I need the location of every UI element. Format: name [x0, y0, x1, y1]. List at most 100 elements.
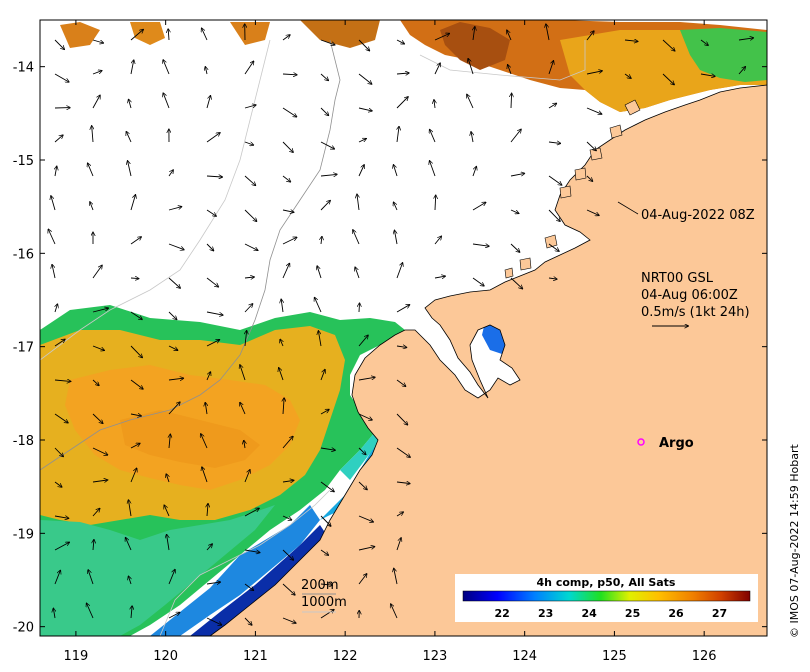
current-vector [662, 39, 675, 51]
colorbar-title: 4h comp, p50, All Sats [537, 576, 676, 589]
current-vector [395, 231, 398, 245]
current-vector [548, 209, 560, 221]
current-vector [359, 303, 360, 313]
current-time-label: 04-Aug 06:00Z [641, 288, 738, 303]
current-vector [472, 167, 476, 177]
current-vector [467, 95, 474, 109]
argo-marker [637, 438, 645, 446]
current-vector [93, 540, 94, 551]
current-vector [130, 311, 142, 319]
current-vector [128, 161, 132, 177]
current-vector [201, 434, 208, 449]
lat-tick-label: -16 [13, 247, 34, 262]
coastal-islands [504, 99, 641, 279]
current-vector [54, 447, 63, 456]
current-vector [394, 569, 398, 585]
current-vector [88, 570, 94, 585]
current-vector [358, 481, 367, 489]
current-vector [244, 617, 252, 625]
current-vector [662, 73, 674, 85]
lon-tick-label: 126 [692, 649, 717, 664]
current-vector [129, 100, 131, 109]
current-vector [244, 61, 254, 75]
current-vector [206, 133, 220, 143]
current-vector [548, 104, 556, 109]
current-vector [320, 515, 331, 526]
current-vector [510, 243, 520, 252]
current-vector [700, 74, 715, 76]
current-vector [92, 266, 102, 279]
current-vector [586, 31, 594, 41]
current-vector [473, 27, 475, 41]
current-vector [508, 65, 512, 75]
current-vector [586, 141, 596, 150]
current-vector [396, 305, 409, 313]
current-vector [130, 237, 141, 245]
current-vector [126, 538, 132, 551]
current-vector [320, 141, 334, 149]
current-vector [168, 311, 177, 319]
current-vector [92, 96, 100, 109]
current-vector [358, 165, 364, 177]
lon-tick-label: 120 [153, 649, 178, 664]
current-vector [358, 107, 372, 111]
current-vector [548, 175, 562, 185]
current-vector [396, 39, 404, 44]
current-vector [320, 73, 328, 80]
current-vector [244, 304, 253, 313]
current-vector [206, 243, 213, 251]
current-vector [169, 435, 170, 449]
current-vector [168, 29, 169, 41]
current-vector [88, 163, 94, 177]
current-vector [507, 30, 512, 41]
current-vector [394, 165, 398, 177]
sst-field-southwest [40, 305, 405, 636]
current-vector [315, 298, 322, 313]
current-vector [244, 209, 257, 221]
current-vector [240, 403, 246, 415]
current-vector [129, 577, 132, 585]
current-vector [244, 583, 253, 590]
current-vector [168, 345, 178, 350]
current-vector [206, 340, 219, 347]
current-vector [396, 263, 403, 279]
current-vector [168, 243, 184, 250]
isobath-200m-label: 200m [301, 578, 338, 593]
current-vector [52, 265, 56, 279]
current-vector [166, 474, 169, 483]
current-vector [244, 243, 258, 250]
current-vector [472, 277, 484, 286]
current-vector [168, 277, 180, 288]
current-vector [434, 34, 449, 41]
lon-tick-label: 122 [333, 649, 358, 664]
current-vector [282, 583, 295, 595]
current-vector [434, 276, 445, 278]
current-vector [510, 277, 522, 289]
current-vector [282, 107, 296, 117]
current-vector [434, 100, 435, 109]
current-vector [205, 67, 207, 75]
current-vector [54, 380, 70, 381]
current-vector [738, 38, 753, 40]
current-vector [321, 237, 322, 245]
current-vector [54, 73, 69, 82]
current-vector [282, 141, 293, 152]
current-vector [358, 377, 375, 381]
current-vector [358, 574, 367, 585]
lon-tick-label: 125 [602, 649, 627, 664]
land-mass [209, 84, 767, 636]
current-vector [244, 508, 259, 517]
lat-tick-label: -17 [13, 341, 34, 356]
current-vector [244, 277, 254, 278]
current-vector [358, 39, 369, 51]
current-vector [130, 278, 139, 279]
current-vector [282, 617, 296, 623]
current-vector [320, 201, 330, 211]
current-vector [54, 39, 64, 49]
current-vector [205, 403, 207, 415]
current-vector [430, 161, 436, 177]
current-vector [87, 604, 94, 619]
current-vector [244, 470, 250, 483]
current-vector [358, 547, 374, 551]
current-vector [206, 277, 218, 287]
